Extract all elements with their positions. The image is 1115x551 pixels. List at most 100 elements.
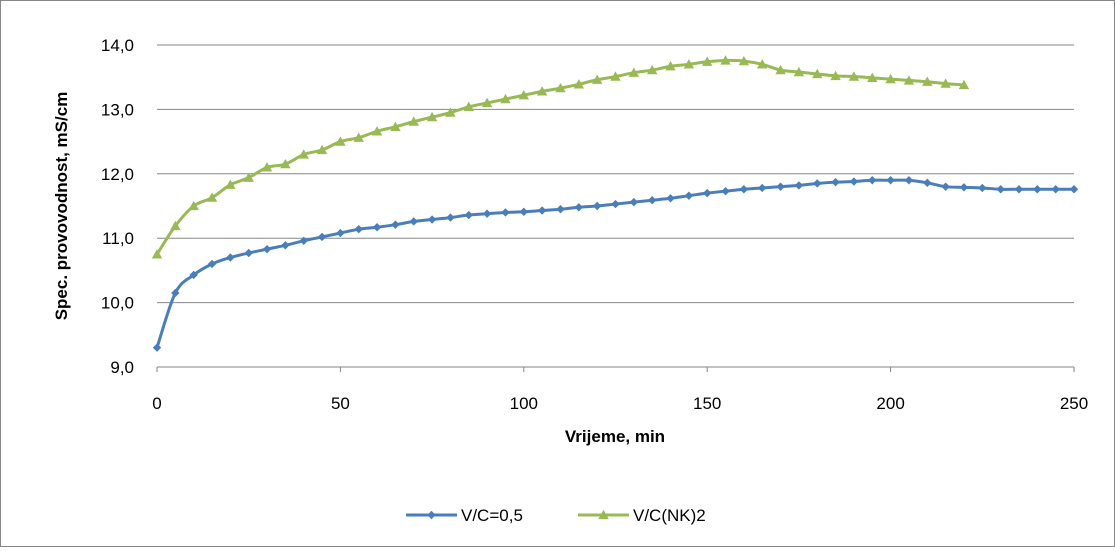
data-point <box>152 343 162 352</box>
data-point <box>903 75 915 85</box>
data-point <box>886 176 895 185</box>
data-point <box>793 66 805 77</box>
data-point <box>500 93 511 104</box>
legend-item: V/C(NK)2 <box>578 506 706 525</box>
data-point <box>280 158 291 169</box>
legend-item: V/C=0,5 <box>406 506 523 525</box>
data-point <box>812 68 823 79</box>
data-point <box>813 179 822 188</box>
data-point <box>518 90 529 100</box>
data-point <box>335 136 346 146</box>
data-point <box>299 236 308 245</box>
series-layer <box>151 55 1079 352</box>
data-point <box>703 188 712 198</box>
y-tick-label: 13,0 <box>101 100 134 119</box>
data-point <box>390 121 401 131</box>
data-point <box>959 183 969 192</box>
data-point <box>848 71 860 81</box>
legend-label: V/C(NK)2 <box>633 506 706 525</box>
data-point <box>519 207 528 216</box>
x-axis-title: Vrijeme, min <box>565 427 665 446</box>
data-point <box>298 149 309 159</box>
data-point <box>446 213 455 222</box>
data-point <box>555 82 566 93</box>
data-point <box>831 177 840 187</box>
data-point <box>721 186 730 196</box>
data-point <box>684 191 694 200</box>
data-point <box>207 259 217 269</box>
data-point <box>647 196 657 205</box>
y-tick-label: 11,0 <box>102 229 134 248</box>
data-point <box>171 288 180 298</box>
data-point <box>226 253 235 262</box>
data-point <box>354 224 363 234</box>
legend-marker <box>598 509 609 520</box>
data-point <box>353 132 364 142</box>
data-point <box>281 241 290 250</box>
data-point <box>591 74 603 84</box>
data-point <box>683 59 695 69</box>
x-tick-label: 250 <box>1060 394 1088 413</box>
data-point <box>1069 185 1079 194</box>
data-point <box>738 55 750 66</box>
data-point <box>830 70 841 81</box>
data-point <box>666 194 675 203</box>
data-point <box>482 209 492 218</box>
data-point <box>868 176 877 185</box>
data-point <box>426 111 438 122</box>
data-point <box>391 220 400 229</box>
data-point <box>794 181 804 190</box>
data-point <box>244 248 253 258</box>
data-point <box>501 208 510 217</box>
x-tick-label: 200 <box>876 394 904 413</box>
series-2 <box>151 55 970 259</box>
data-point <box>628 67 640 77</box>
data-point <box>739 185 749 194</box>
data-point <box>408 116 419 126</box>
data-point <box>556 205 565 214</box>
series-1 <box>152 176 1079 352</box>
data-point <box>574 203 584 212</box>
data-point <box>481 97 493 108</box>
data-point <box>904 176 914 185</box>
data-point <box>188 200 199 211</box>
data-point <box>372 223 382 232</box>
data-point <box>775 64 786 75</box>
data-point <box>978 183 987 193</box>
data-point <box>922 76 933 86</box>
data-point <box>464 210 473 220</box>
x-tick-marks <box>156 367 1075 372</box>
data-point <box>243 172 254 182</box>
data-point <box>849 177 859 186</box>
data-point <box>262 244 272 254</box>
data-point <box>261 162 273 172</box>
x-tick-label: 0 <box>152 394 161 413</box>
x-tick-labels: 0 50 100 150 200 250 <box>152 394 1088 413</box>
data-point <box>665 61 676 71</box>
data-point <box>316 144 328 155</box>
legend-label: V/C=0,5 <box>461 506 523 525</box>
legend-marker <box>427 510 436 520</box>
data-point <box>702 56 713 66</box>
data-point <box>776 182 785 191</box>
y-tick-labels: 9,0 10,0 11,0 12,0 13,0 14,0 <box>101 36 134 377</box>
data-point <box>923 178 932 188</box>
data-point <box>996 185 1005 194</box>
data-point <box>941 182 950 191</box>
data-point <box>151 249 163 259</box>
data-point <box>867 72 878 83</box>
y-tick-label: 12,0 <box>101 165 134 184</box>
data-point <box>1033 185 1042 194</box>
data-point <box>757 59 768 69</box>
y-tick-label: 10,0 <box>101 294 134 313</box>
data-point <box>536 86 548 96</box>
data-point <box>958 79 970 90</box>
data-point <box>170 220 181 231</box>
data-point <box>225 179 236 189</box>
data-point <box>371 126 383 136</box>
y-tick-label: 14,0 <box>101 36 134 55</box>
data-point <box>629 197 639 207</box>
data-point <box>720 55 731 65</box>
data-point <box>206 192 218 202</box>
